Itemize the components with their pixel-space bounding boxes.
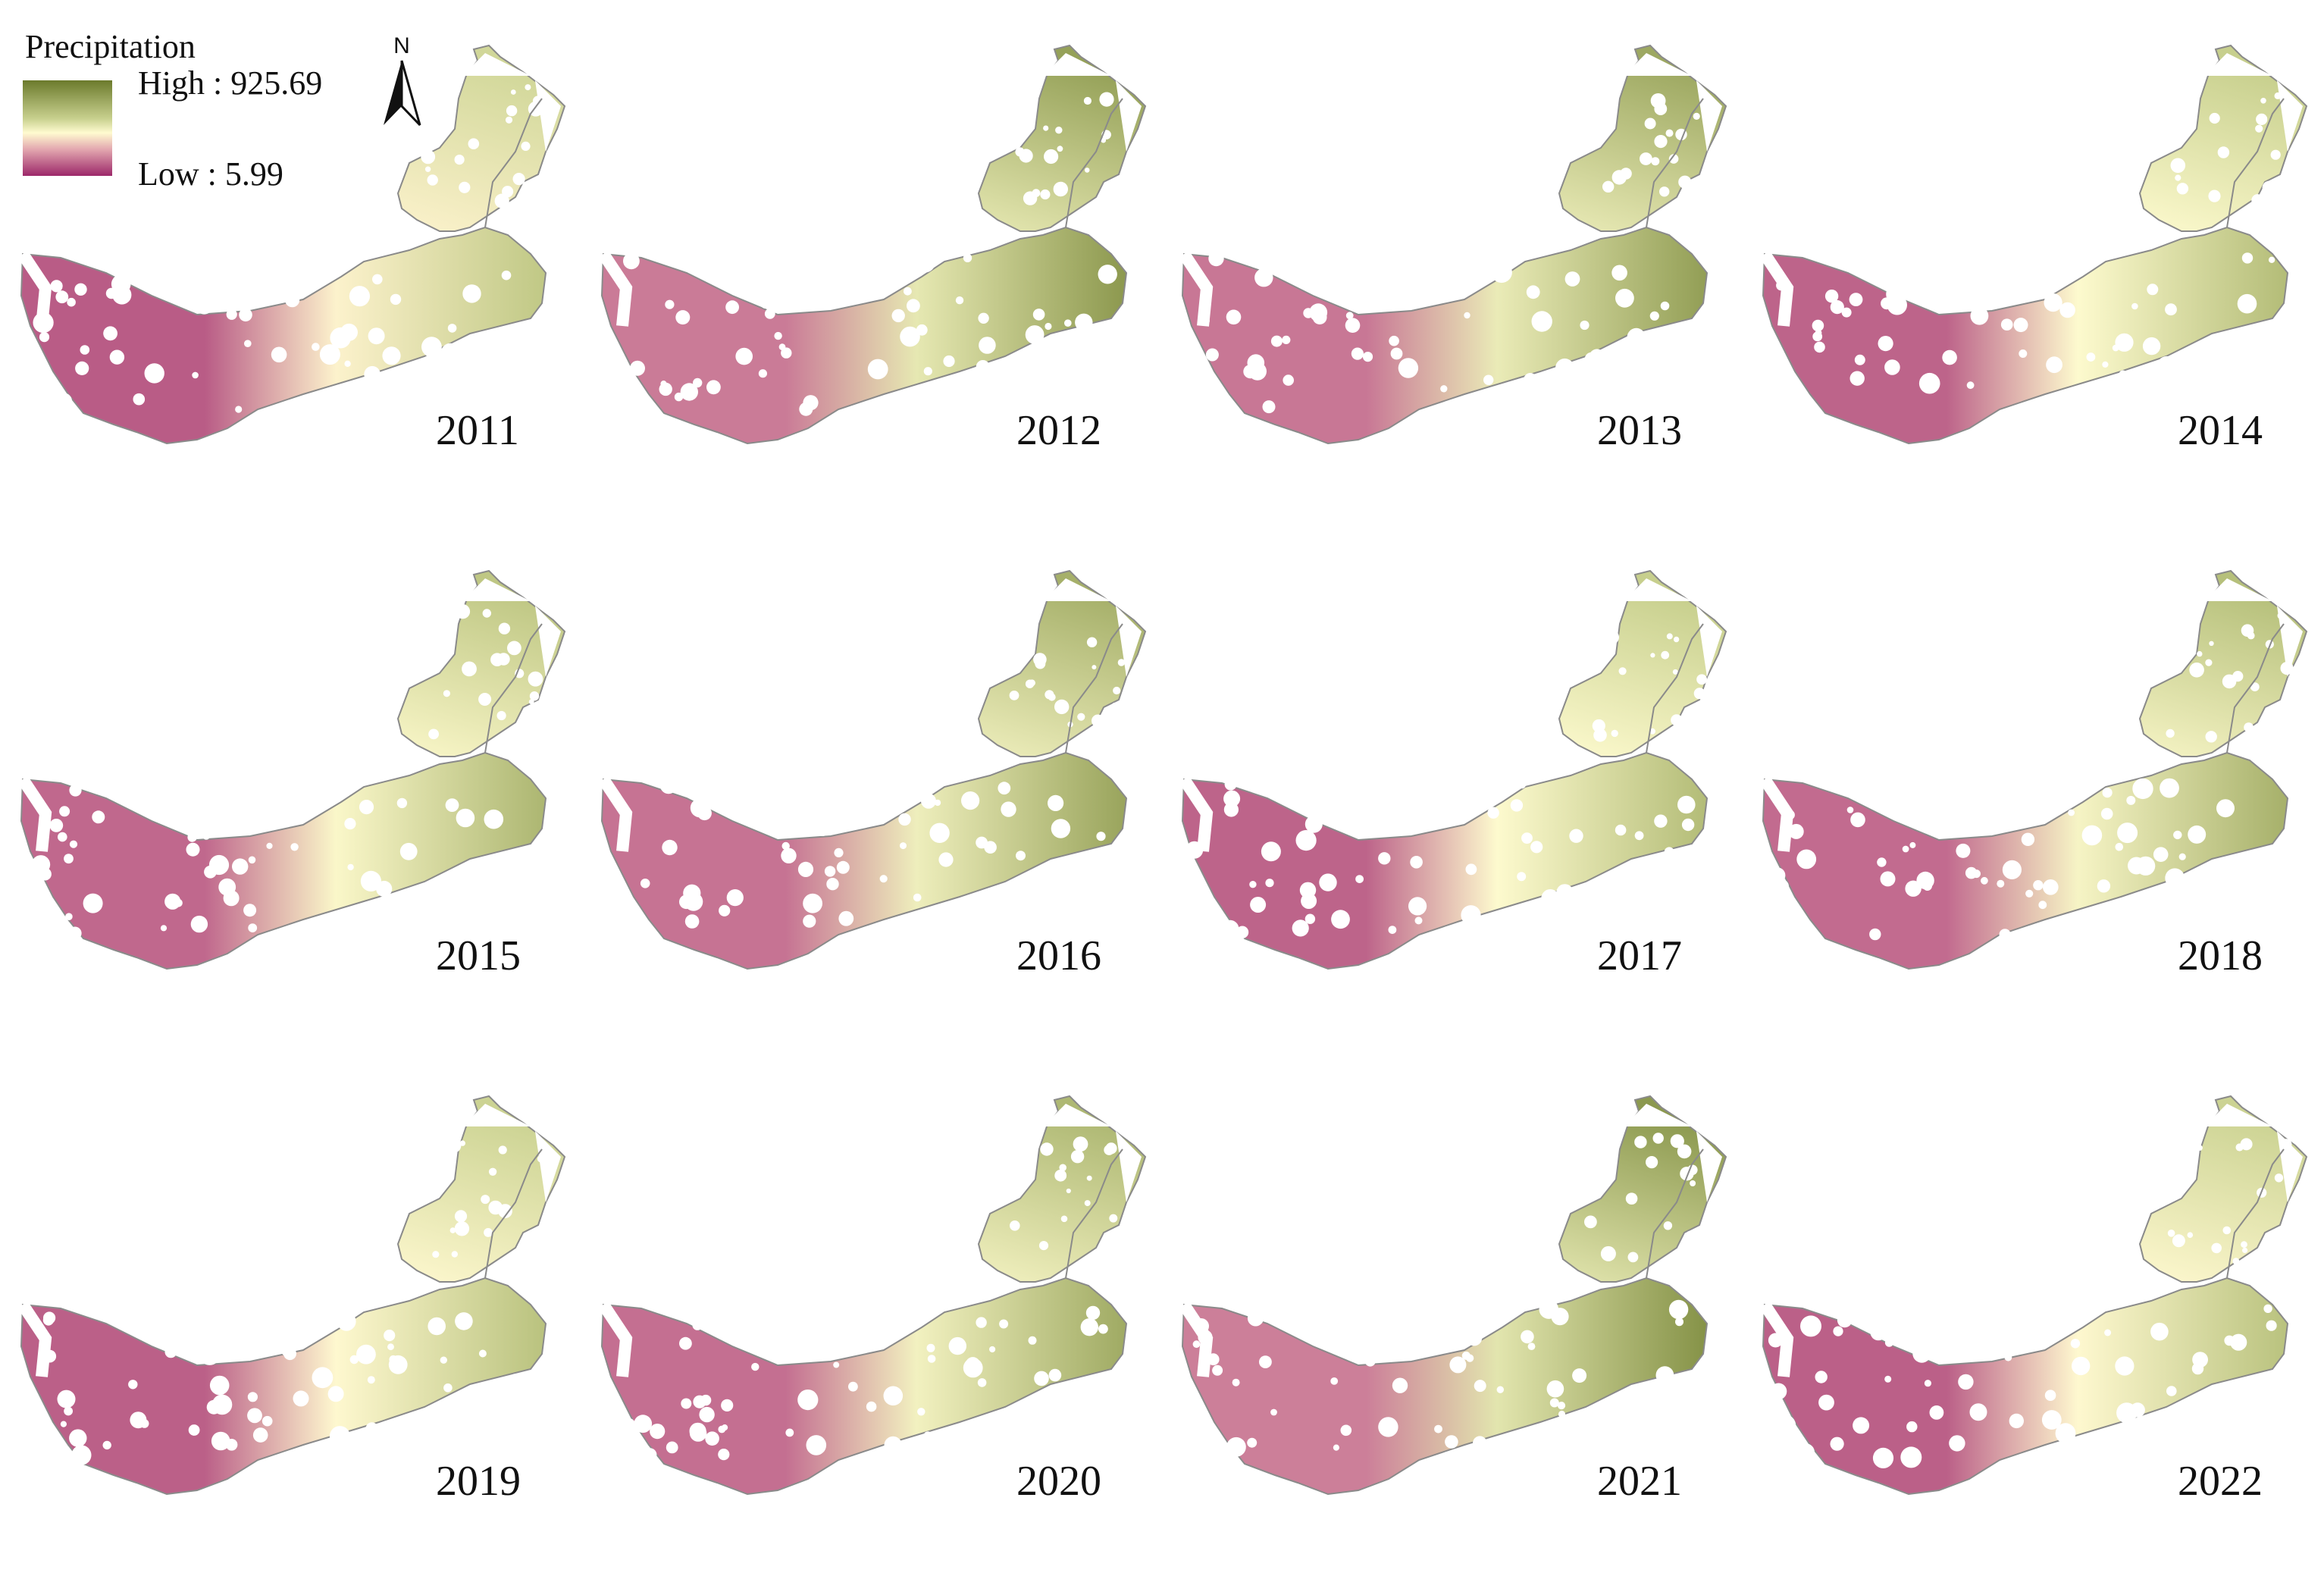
main-region (1762, 751, 2289, 970)
year-label: 2015 (436, 932, 521, 979)
precipitation-map-2022: 2022 (1742, 1051, 2322, 1576)
year-label: 2014 (2178, 407, 2263, 454)
region-map (598, 569, 1147, 970)
northeast-region (396, 44, 566, 232)
precipitation-map-2014: 2014 (1742, 0, 2322, 525)
legend-title: Precipitation (25, 28, 196, 65)
main-region (600, 751, 1128, 970)
region-map (17, 44, 566, 445)
precipitation-map-2017: 2017 (1161, 525, 1742, 1051)
northeast-region (2138, 569, 2308, 757)
main-region (600, 1277, 1128, 1496)
precipitation-map-2019: 2019 (0, 1051, 581, 1576)
precipitation-map-2016: 2016 (581, 525, 1161, 1051)
year-label: 2022 (2178, 1458, 2263, 1505)
year-label: 2013 (1597, 407, 1682, 454)
northeast-region (977, 44, 1147, 232)
year-label: 2011 (436, 407, 519, 454)
precipitation-map-2012: 2012 (581, 0, 1161, 525)
northeast-region (396, 569, 566, 757)
precipitation-map-2015: 2015 (0, 525, 581, 1051)
precipitation-map-2020: 2020 (581, 1051, 1161, 1576)
precipitation-map-2021: 2021 (1161, 1051, 1742, 1576)
precipitation-map-2018: 2018 (1742, 525, 2322, 1051)
north-arrow-icon: N (377, 30, 426, 129)
legend-color-ramp (23, 80, 112, 176)
region-map (1179, 1095, 1727, 1496)
region-map (598, 44, 1147, 445)
region-map (598, 1095, 1147, 1496)
precipitation-map-2013: 2013 (1161, 0, 1742, 525)
north-label: N (393, 33, 410, 58)
region-map (1759, 1095, 2308, 1496)
year-label: 2018 (2178, 932, 2263, 979)
year-label: 2017 (1597, 932, 1682, 979)
year-label: 2016 (1016, 932, 1101, 979)
region-map (1179, 44, 1727, 445)
year-label: 2012 (1016, 407, 1101, 454)
region-map (1759, 569, 2308, 970)
precipitation-legend: Precipitation High : 925.69 Low : 5.99 (23, 27, 371, 193)
year-label: 2021 (1597, 1458, 1682, 1505)
region-map (1179, 569, 1727, 970)
precipitation-map-2011: 2011 (0, 0, 581, 525)
year-label: 2020 (1016, 1458, 1101, 1505)
year-label: 2019 (436, 1458, 521, 1505)
region-map (17, 1095, 566, 1496)
northeast-region (1558, 44, 1727, 232)
northeast-region (1558, 1095, 1727, 1283)
legend-low-label: Low : 5.99 (138, 155, 283, 193)
northeast-region (1558, 569, 1727, 757)
legend-high-label: High : 925.69 (138, 64, 323, 102)
region-map (1759, 44, 2308, 445)
region-map (17, 569, 566, 970)
main-region (1762, 226, 2289, 445)
northeast-region (977, 569, 1147, 757)
northeast-region (977, 1095, 1147, 1283)
